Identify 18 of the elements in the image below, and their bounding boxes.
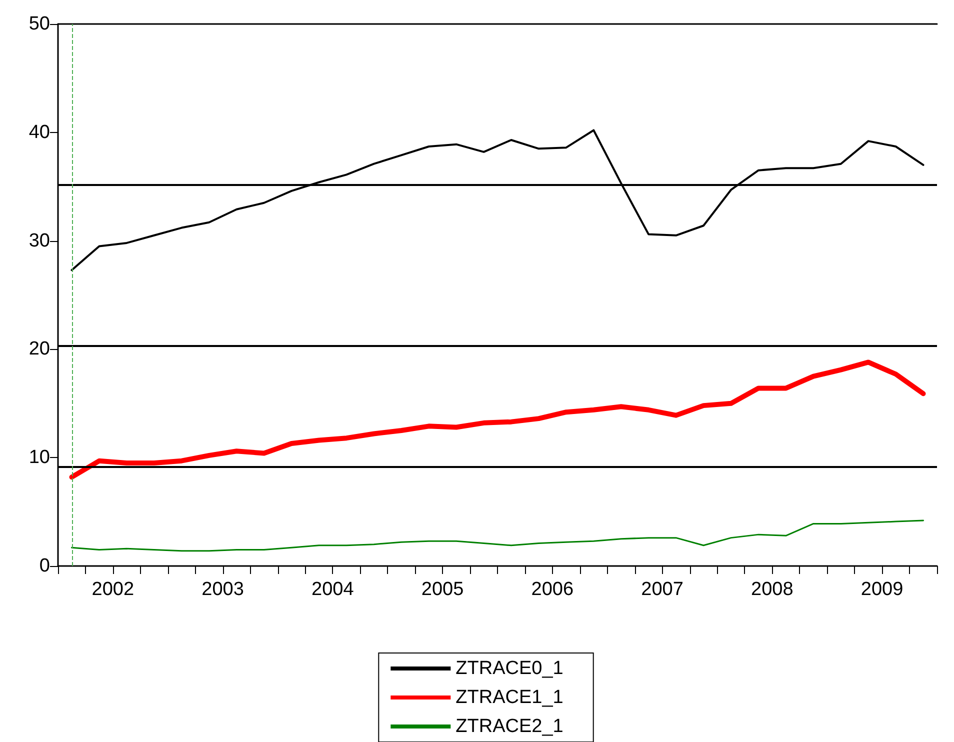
legend-label: ZTRACE1_1 — [456, 687, 564, 708]
x-tick-label: 2005 — [421, 579, 464, 600]
line-series — [70, 520, 924, 552]
x-tick-label: 2009 — [860, 579, 904, 600]
legend-label: ZTRACE0_1 — [456, 658, 564, 679]
x-tick-label: 2002 — [92, 579, 134, 600]
y-tick-label: 20 — [28, 338, 50, 360]
y-tick-label: 10 — [28, 447, 50, 468]
x-tick-label: 2008 — [751, 579, 794, 600]
x-tick-label: 2003 — [202, 579, 244, 600]
y-tick-label: 50 — [28, 14, 50, 34]
y-tick-label: 40 — [28, 122, 50, 143]
y-tick-label: 0 — [39, 556, 50, 576]
x-tick-label: 2007 — [641, 579, 684, 600]
y-tick-label: 30 — [28, 230, 50, 252]
x-tick-label: 2006 — [531, 579, 574, 600]
x-tick-label: 2004 — [312, 579, 354, 600]
legend-label: ZTRACE2_1 — [456, 716, 564, 737]
